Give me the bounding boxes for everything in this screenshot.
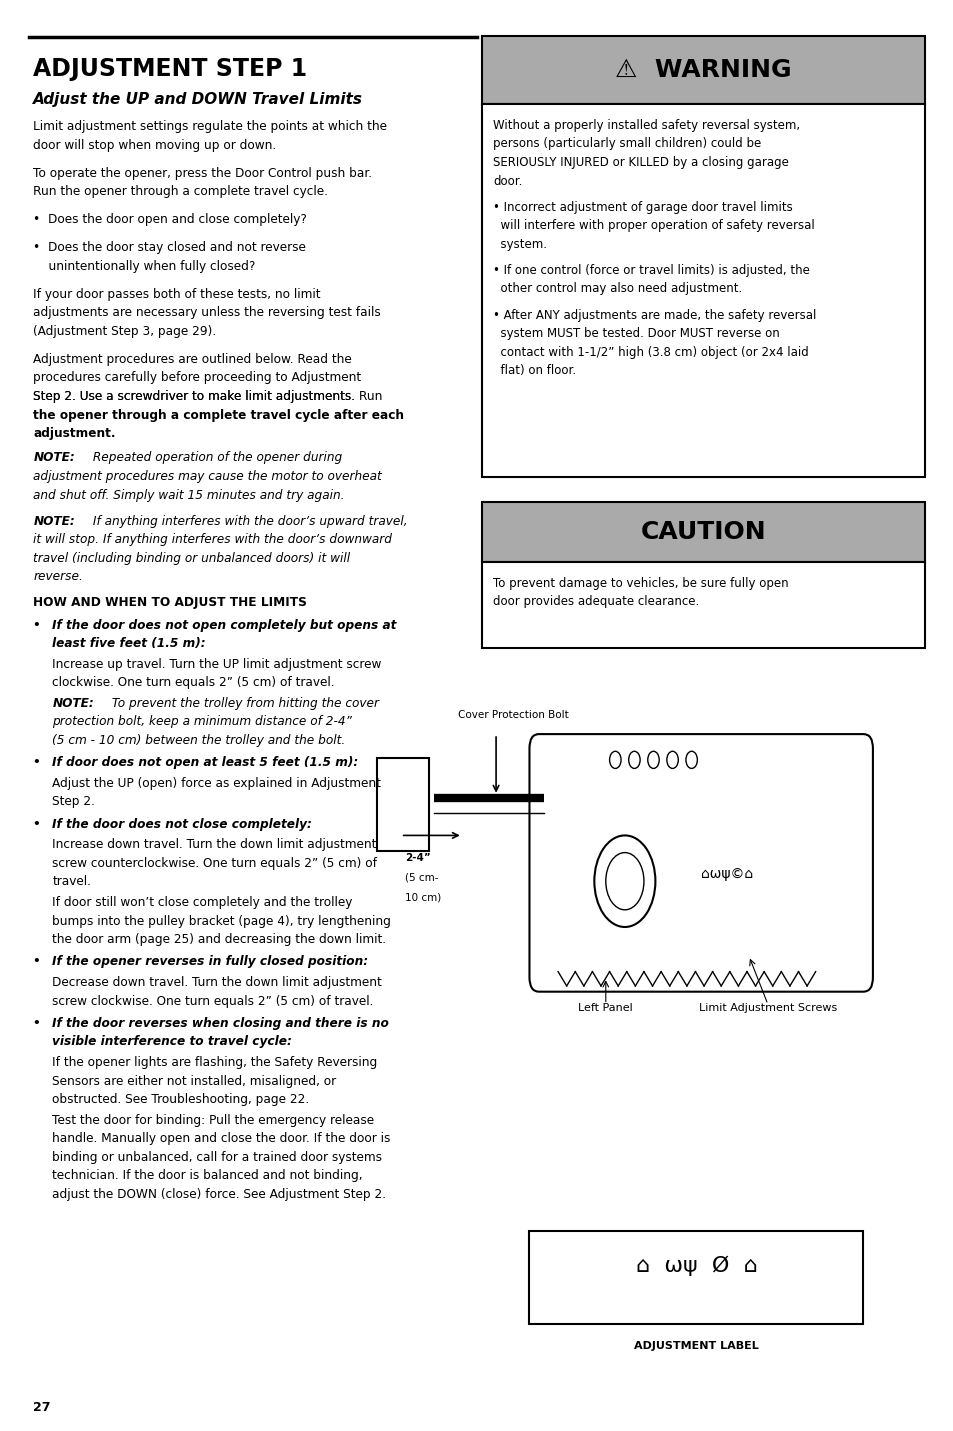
FancyBboxPatch shape (481, 36, 924, 104)
FancyBboxPatch shape (481, 104, 924, 477)
Text: reverse.: reverse. (33, 571, 83, 584)
Text: If the opener lights are flashing, the Safety Reversing: If the opener lights are flashing, the S… (52, 1056, 377, 1069)
Text: the door arm (page 25) and decreasing the down limit.: the door arm (page 25) and decreasing th… (52, 933, 386, 946)
Text: • Incorrect adjustment of garage door travel limits: • Incorrect adjustment of garage door tr… (493, 200, 792, 213)
Text: •: • (33, 757, 50, 770)
Text: door will stop when moving up or down.: door will stop when moving up or down. (33, 139, 276, 152)
FancyBboxPatch shape (376, 758, 429, 851)
FancyBboxPatch shape (529, 734, 872, 992)
FancyBboxPatch shape (481, 562, 924, 648)
Text: NOTE:: NOTE: (52, 697, 94, 710)
Text: •  Does the door open and close completely?: • Does the door open and close completel… (33, 213, 307, 226)
Text: Increase up travel. Turn the UP limit adjustment screw: Increase up travel. Turn the UP limit ad… (52, 658, 381, 671)
Text: Adjustment procedures are outlined below. Read the: Adjustment procedures are outlined below… (33, 352, 352, 366)
Text: protection bolt, keep a minimum distance of 2-4”: protection bolt, keep a minimum distance… (52, 716, 352, 728)
Text: bumps into the pulley bracket (page 4), try lengthening: bumps into the pulley bracket (page 4), … (52, 914, 391, 927)
Text: •: • (33, 956, 50, 969)
Text: other control may also need adjustment.: other control may also need adjustment. (493, 282, 741, 295)
Text: Limit adjustment settings regulate the points at which the: Limit adjustment settings regulate the p… (33, 120, 387, 133)
Text: ⚠  WARNING: ⚠ WARNING (615, 59, 791, 82)
Text: SERIOUSLY INJURED or KILLED by a closing garage: SERIOUSLY INJURED or KILLED by a closing… (493, 156, 788, 169)
Text: (Adjustment Step 3, page 29).: (Adjustment Step 3, page 29). (33, 325, 216, 338)
Text: HOW AND WHEN TO ADJUST THE LIMITS: HOW AND WHEN TO ADJUST THE LIMITS (33, 597, 307, 610)
Text: ADJUSTMENT LABEL: ADJUSTMENT LABEL (634, 1341, 758, 1351)
Text: If the door does not open completely but opens at: If the door does not open completely but… (52, 618, 396, 631)
Text: 27: 27 (33, 1401, 51, 1414)
Text: If anything interferes with the door’s upward travel,: If anything interferes with the door’s u… (89, 515, 407, 528)
Text: door provides adequate clearance.: door provides adequate clearance. (493, 595, 699, 608)
Text: adjustment procedures may cause the motor to overheat: adjustment procedures may cause the moto… (33, 469, 382, 482)
Text: contact with 1-1/2” high (3.8 cm) object (or 2x4 laid: contact with 1-1/2” high (3.8 cm) object… (493, 346, 808, 359)
Text: adjust the DOWN (close) force. See Adjustment Step 2.: adjust the DOWN (close) force. See Adjus… (52, 1188, 386, 1201)
Text: flat) on floor.: flat) on floor. (493, 365, 576, 378)
Text: NOTE:: NOTE: (33, 451, 75, 464)
Text: (5 cm - 10 cm) between the trolley and the bolt.: (5 cm - 10 cm) between the trolley and t… (52, 734, 345, 747)
Text: it will stop. If anything interferes with the door’s downward: it will stop. If anything interferes wit… (33, 534, 392, 547)
Text: Adjust the UP (open) force as explained in Adjustment: Adjust the UP (open) force as explained … (52, 777, 381, 790)
Text: Cover Protection Bolt: Cover Protection Bolt (457, 710, 568, 720)
Text: persons (particularly small children) could be: persons (particularly small children) co… (493, 137, 760, 150)
Text: • If one control (force or travel limits) is adjusted, the: • If one control (force or travel limits… (493, 263, 809, 276)
Text: If the opener reverses in fully closed position:: If the opener reverses in fully closed p… (52, 956, 368, 969)
Text: Test the door for binding: Pull the emergency release: Test the door for binding: Pull the emer… (52, 1113, 375, 1126)
Text: CAUTION: CAUTION (640, 521, 765, 544)
Text: Step 2.: Step 2. (52, 796, 95, 809)
Text: unintentionally when fully closed?: unintentionally when fully closed? (33, 259, 255, 273)
Text: Step 2. Use a screwdriver to make limit adjustments. Run: Step 2. Use a screwdriver to make limit … (33, 389, 382, 404)
Text: procedures carefully before proceeding to Adjustment: procedures carefully before proceeding t… (33, 371, 361, 385)
Text: If door still won’t close completely and the trolley: If door still won’t close completely and… (52, 896, 353, 909)
Text: travel (including binding or unbalanced doors) it will: travel (including binding or unbalanced … (33, 552, 350, 565)
Text: obstructed. See Troubleshooting, page 22.: obstructed. See Troubleshooting, page 22… (52, 1093, 310, 1106)
Text: door.: door. (493, 175, 522, 187)
Text: will interfere with proper operation of safety reversal: will interfere with proper operation of … (493, 219, 814, 232)
Text: If your door passes both of these tests, no limit: If your door passes both of these tests,… (33, 288, 320, 301)
Text: Decrease down travel. Turn the down limit adjustment: Decrease down travel. Turn the down limi… (52, 976, 382, 989)
Text: ADJUSTMENT STEP 1: ADJUSTMENT STEP 1 (33, 57, 307, 82)
Text: technician. If the door is balanced and not binding,: technician. If the door is balanced and … (52, 1169, 362, 1182)
Text: Run the opener through a complete travel cycle.: Run the opener through a complete travel… (33, 186, 328, 199)
Text: least five feet (1.5 m):: least five feet (1.5 m): (52, 637, 206, 650)
Text: and shut off. Simply wait 15 minutes and try again.: and shut off. Simply wait 15 minutes and… (33, 488, 345, 501)
Text: Repeated operation of the opener during: Repeated operation of the opener during (89, 451, 341, 464)
Text: system.: system. (493, 238, 547, 250)
Text: visible interference to travel cycle:: visible interference to travel cycle: (52, 1036, 292, 1049)
Text: handle. Manually open and close the door. If the door is: handle. Manually open and close the door… (52, 1132, 391, 1145)
Text: To prevent damage to vehicles, be sure fully open: To prevent damage to vehicles, be sure f… (493, 577, 788, 590)
Text: Left Panel: Left Panel (578, 1003, 633, 1013)
Text: If door does not open at least 5 feet (1.5 m):: If door does not open at least 5 feet (1… (52, 757, 358, 770)
Text: (5 cm-: (5 cm- (405, 873, 438, 883)
Text: Step 2. Use a screwdriver to make limit adjustments.: Step 2. Use a screwdriver to make limit … (33, 389, 359, 404)
Text: Limit Adjustment Screws: Limit Adjustment Screws (699, 1003, 836, 1013)
Text: screw counterclockwise. One turn equals 2” (5 cm) of: screw counterclockwise. One turn equals … (52, 857, 377, 870)
Text: binding or unbalanced, call for a trained door systems: binding or unbalanced, call for a traine… (52, 1151, 382, 1163)
Text: screw clockwise. One turn equals 2” (5 cm) of travel.: screw clockwise. One turn equals 2” (5 c… (52, 995, 374, 1007)
Text: Sensors are either not installed, misaligned, or: Sensors are either not installed, misali… (52, 1075, 336, 1088)
Text: the opener through a complete travel cycle after each: the opener through a complete travel cyc… (33, 408, 404, 422)
Text: system MUST be tested. Door MUST reverse on: system MUST be tested. Door MUST reverse… (493, 328, 780, 341)
Text: To prevent the trolley from hitting the cover: To prevent the trolley from hitting the … (108, 697, 378, 710)
Text: To operate the opener, press the Door Control push bar.: To operate the opener, press the Door Co… (33, 166, 372, 180)
Text: •: • (33, 618, 50, 631)
Text: •: • (33, 1017, 50, 1030)
Text: •: • (33, 817, 50, 831)
Text: Without a properly installed safety reversal system,: Without a properly installed safety reve… (493, 119, 800, 132)
Text: If the door does not close completely:: If the door does not close completely: (52, 817, 312, 831)
FancyBboxPatch shape (481, 502, 924, 562)
Text: adjustments are necessary unless the reversing test fails: adjustments are necessary unless the rev… (33, 306, 381, 319)
FancyBboxPatch shape (529, 1231, 862, 1324)
Text: • After ANY adjustments are made, the safety reversal: • After ANY adjustments are made, the sa… (493, 309, 816, 322)
Text: ⌂ωψ©⌂: ⌂ωψ©⌂ (700, 867, 753, 881)
Text: •  Does the door stay closed and not reverse: • Does the door stay closed and not reve… (33, 240, 306, 255)
Text: 10 cm): 10 cm) (405, 893, 441, 903)
Text: ⌂  ωψ  Ø  ⌂: ⌂ ωψ Ø ⌂ (635, 1256, 757, 1276)
Text: adjustment.: adjustment. (33, 426, 115, 441)
Text: If the door reverses when closing and there is no: If the door reverses when closing and th… (52, 1017, 389, 1030)
Text: Adjust the UP and DOWN Travel Limits: Adjust the UP and DOWN Travel Limits (33, 92, 363, 106)
Text: clockwise. One turn equals 2” (5 cm) of travel.: clockwise. One turn equals 2” (5 cm) of … (52, 677, 335, 690)
Text: travel.: travel. (52, 876, 91, 889)
Text: NOTE:: NOTE: (33, 515, 75, 528)
Text: 2-4”: 2-4” (405, 853, 431, 863)
Text: Increase down travel. Turn the down limit adjustment: Increase down travel. Turn the down limi… (52, 839, 376, 851)
